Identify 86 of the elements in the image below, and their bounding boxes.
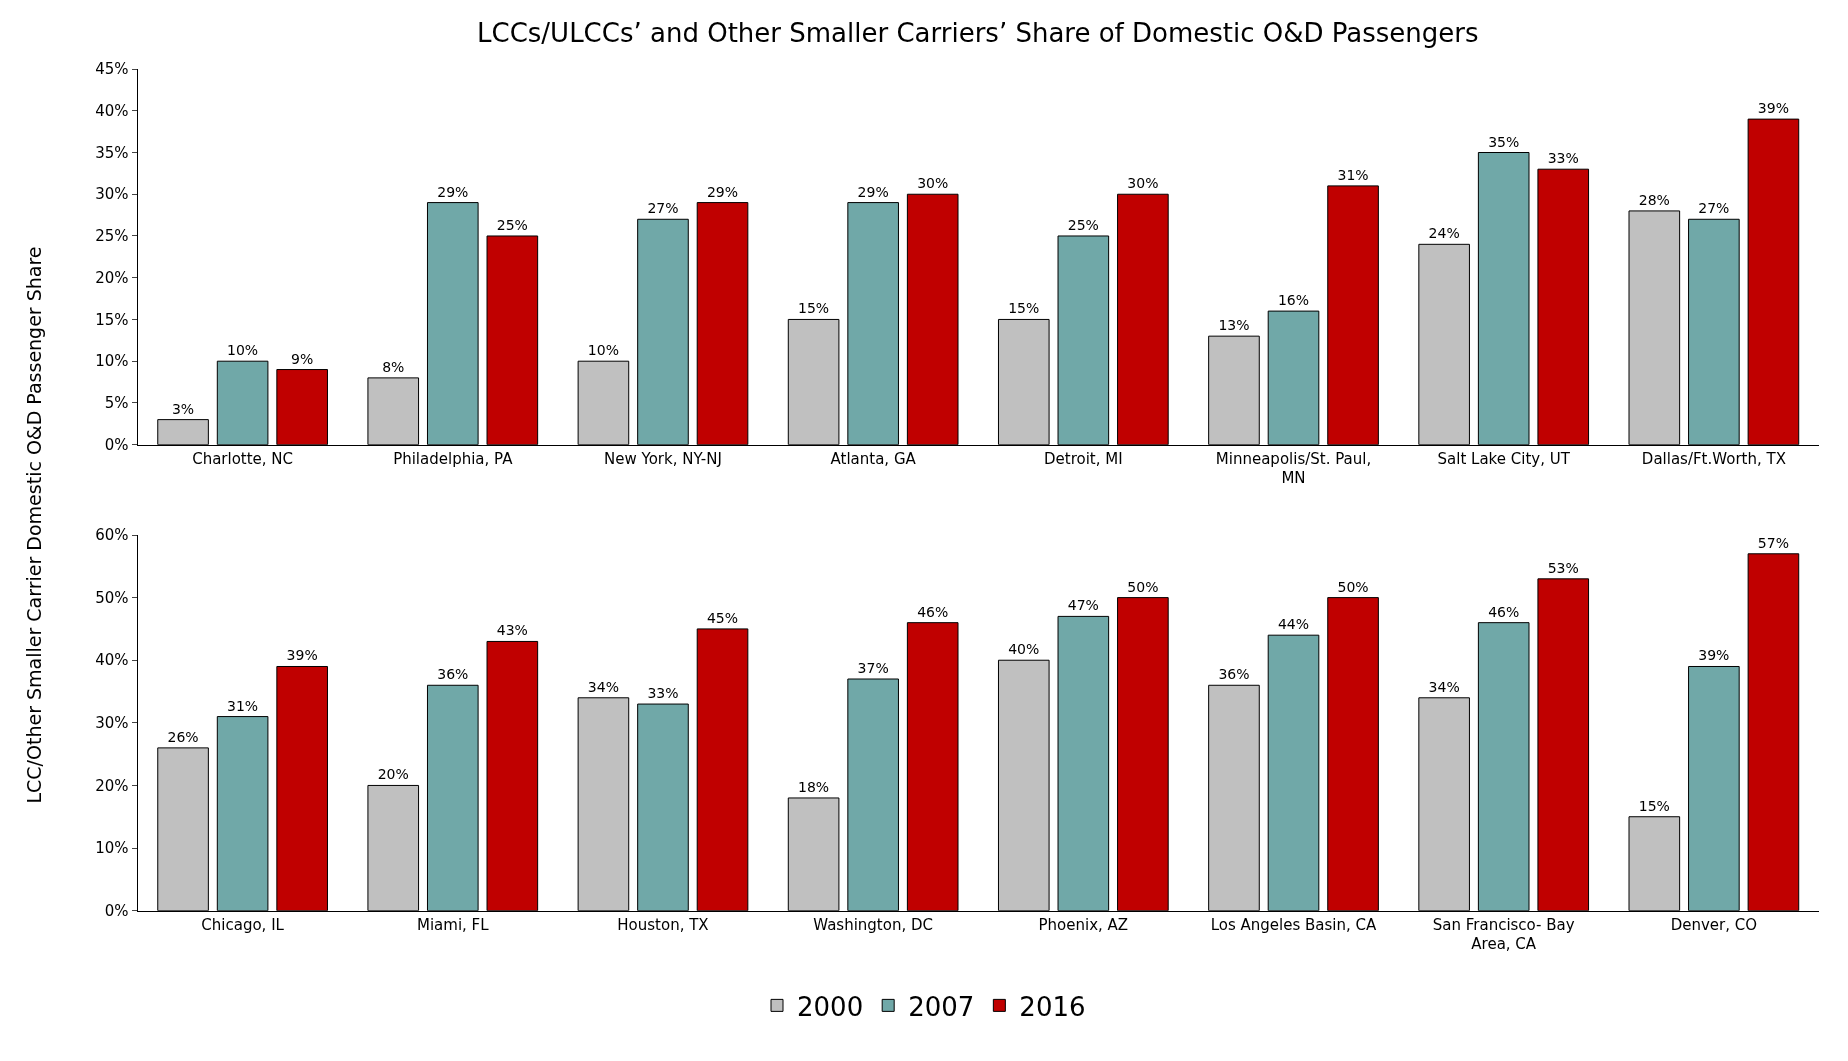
x-tick-label: Charlotte, NC: [192, 449, 294, 468]
x-tick-label: Washington, DC: [813, 915, 934, 934]
chart-title: LCCs/ULCCs’ and Other Smaller Carriers’ Share of Domestic O&D Passengers: [477, 18, 1479, 48]
data-label: 29%: [437, 183, 469, 200]
data-label: 31%: [1337, 166, 1369, 183]
y-tick-label: 5%: [104, 394, 129, 413]
y-tick-label: 20%: [95, 268, 129, 287]
y-axis-title: LCC/Other Smaller Carrier Domestic O&D Passenger Share: [22, 246, 45, 804]
data-label: 25%: [1067, 216, 1099, 233]
x-tick-label: Chicago, IL: [201, 915, 285, 934]
data-label: 37%: [857, 660, 889, 677]
data-label: 33%: [1547, 150, 1579, 167]
data-label: 24%: [1428, 225, 1460, 242]
y-tick-label: 25%: [95, 227, 129, 246]
data-label: 27%: [1698, 200, 1730, 217]
y-tick-label: 10%: [95, 352, 129, 371]
data-label: 57%: [1757, 534, 1789, 551]
data-label: 18%: [798, 778, 830, 795]
y-tick-label: 60%: [95, 526, 129, 545]
data-label: 28%: [1638, 191, 1670, 208]
y-tick-label: 15%: [95, 310, 129, 329]
data-label: 36%: [1218, 666, 1250, 683]
x-tick-label: Houston, TX: [617, 915, 709, 934]
data-label: 46%: [1488, 603, 1520, 620]
data-label: 50%: [1337, 578, 1369, 595]
data-label: 9%: [291, 350, 314, 367]
data-label: 25%: [496, 216, 528, 233]
x-tick-label: Philadelphia, PA: [393, 449, 514, 468]
legend-label: 2000: [797, 991, 864, 1022]
data-label: 3%: [171, 400, 195, 417]
x-tick-label: Los Angeles Basin, CA: [1210, 915, 1378, 934]
y-tick-label: 10%: [95, 839, 129, 858]
y-tick-label: 35%: [95, 143, 129, 162]
data-label: 34%: [1428, 678, 1460, 695]
legend-label: 2016: [1019, 991, 1086, 1022]
data-label: 46%: [917, 603, 949, 620]
x-tick-label: Salt Lake City, UT: [1437, 449, 1571, 468]
x-tick-label: New York, NY-NJ: [604, 449, 722, 468]
data-label: 47%: [1067, 597, 1099, 614]
data-label: 35%: [1488, 133, 1520, 150]
data-label: 15%: [1008, 300, 1040, 317]
data-label: 31%: [227, 697, 259, 714]
data-label: 43%: [496, 622, 528, 639]
data-label: 30%: [1127, 175, 1159, 192]
x-tick-label: Denver, CO: [1670, 915, 1758, 934]
y-tick-label: 30%: [95, 185, 129, 204]
data-label: 34%: [587, 678, 619, 695]
x-tick-label: Phoenix, AZ: [1038, 915, 1129, 934]
y-tick-label: 45%: [95, 60, 129, 79]
data-label: 15%: [1638, 797, 1670, 814]
y-tick-label: 40%: [95, 651, 129, 670]
data-label: 50%: [1127, 578, 1159, 595]
y-tick-label: 40%: [95, 102, 129, 121]
data-label: 45%: [706, 609, 739, 626]
x-tick-label: Miami, FL: [416, 915, 490, 934]
data-label: 29%: [857, 183, 889, 200]
data-label: 10%: [587, 342, 619, 359]
data-label: 27%: [647, 200, 679, 217]
data-label: 39%: [1698, 647, 1730, 664]
x-tick-label: Detroit, MI: [1044, 449, 1123, 468]
data-label: 33%: [647, 685, 679, 702]
x-tick-label: Minneapolis/St. Paul, MN: [1215, 449, 1372, 488]
y-tick-label: 50%: [95, 588, 129, 607]
data-label: 39%: [286, 647, 318, 664]
data-label: 15%: [798, 300, 830, 317]
y-tick-label: 0%: [104, 435, 129, 454]
data-label: 44%: [1277, 616, 1310, 633]
y-tick-label: 0%: [104, 901, 129, 920]
data-label: 29%: [706, 183, 739, 200]
legend-label: 2007: [908, 991, 975, 1022]
x-tick-label: Atlanta, GA: [830, 449, 917, 468]
data-label: 20%: [377, 766, 409, 783]
data-label: 39%: [1757, 100, 1789, 117]
data-label: 30%: [917, 175, 949, 192]
data-label: 40%: [1008, 641, 1040, 658]
data-label: 8%: [382, 358, 405, 375]
y-tick-label: 30%: [95, 714, 129, 733]
x-tick-label: San Francisco- Bay Area, CA: [1432, 915, 1575, 954]
data-label: 16%: [1277, 292, 1310, 309]
data-label: 26%: [167, 728, 199, 745]
data-label: 13%: [1218, 317, 1250, 334]
x-tick-label: Dallas/Ft.Worth, TX: [1641, 449, 1786, 468]
data-label: 10%: [227, 342, 259, 359]
y-tick-label: 20%: [95, 776, 129, 795]
data-label: 53%: [1547, 559, 1579, 576]
data-label: 36%: [437, 666, 469, 683]
